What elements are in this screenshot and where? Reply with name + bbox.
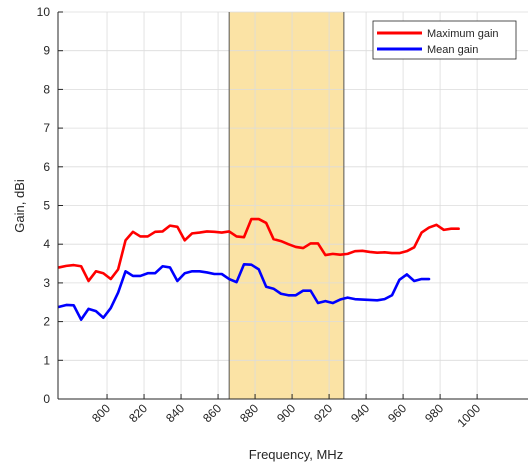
y-tick-label: 6 xyxy=(43,160,50,174)
band-edge-layer xyxy=(228,12,345,399)
legend-box xyxy=(372,20,517,60)
series-line-mean-gain xyxy=(57,263,431,321)
y-tick-label: 3 xyxy=(43,276,50,290)
y-tick-label: 8 xyxy=(43,82,50,96)
y-tick-label: 10 xyxy=(37,5,51,19)
series-line-maximum-gain xyxy=(57,217,460,283)
y-axis-label: Gain, dBi xyxy=(12,179,27,233)
legend-label-mean-gain: Mean gain xyxy=(427,44,478,56)
y-tick-label: 5 xyxy=(43,199,50,213)
y-tick-label: 9 xyxy=(43,44,50,58)
y-tick-label: 2 xyxy=(43,315,50,329)
series-layer xyxy=(57,217,460,321)
y-tick-label: 0 xyxy=(43,392,50,406)
y-tick-label: 4 xyxy=(43,237,50,251)
y-tick-label: 7 xyxy=(43,121,50,135)
x-axis-label: Frequency, MHz xyxy=(249,447,343,462)
legend: Maximum gain Mean gain xyxy=(372,20,517,60)
y-tick-label: 1 xyxy=(43,353,50,367)
legend-label-maximum-gain: Maximum gain xyxy=(427,28,499,40)
